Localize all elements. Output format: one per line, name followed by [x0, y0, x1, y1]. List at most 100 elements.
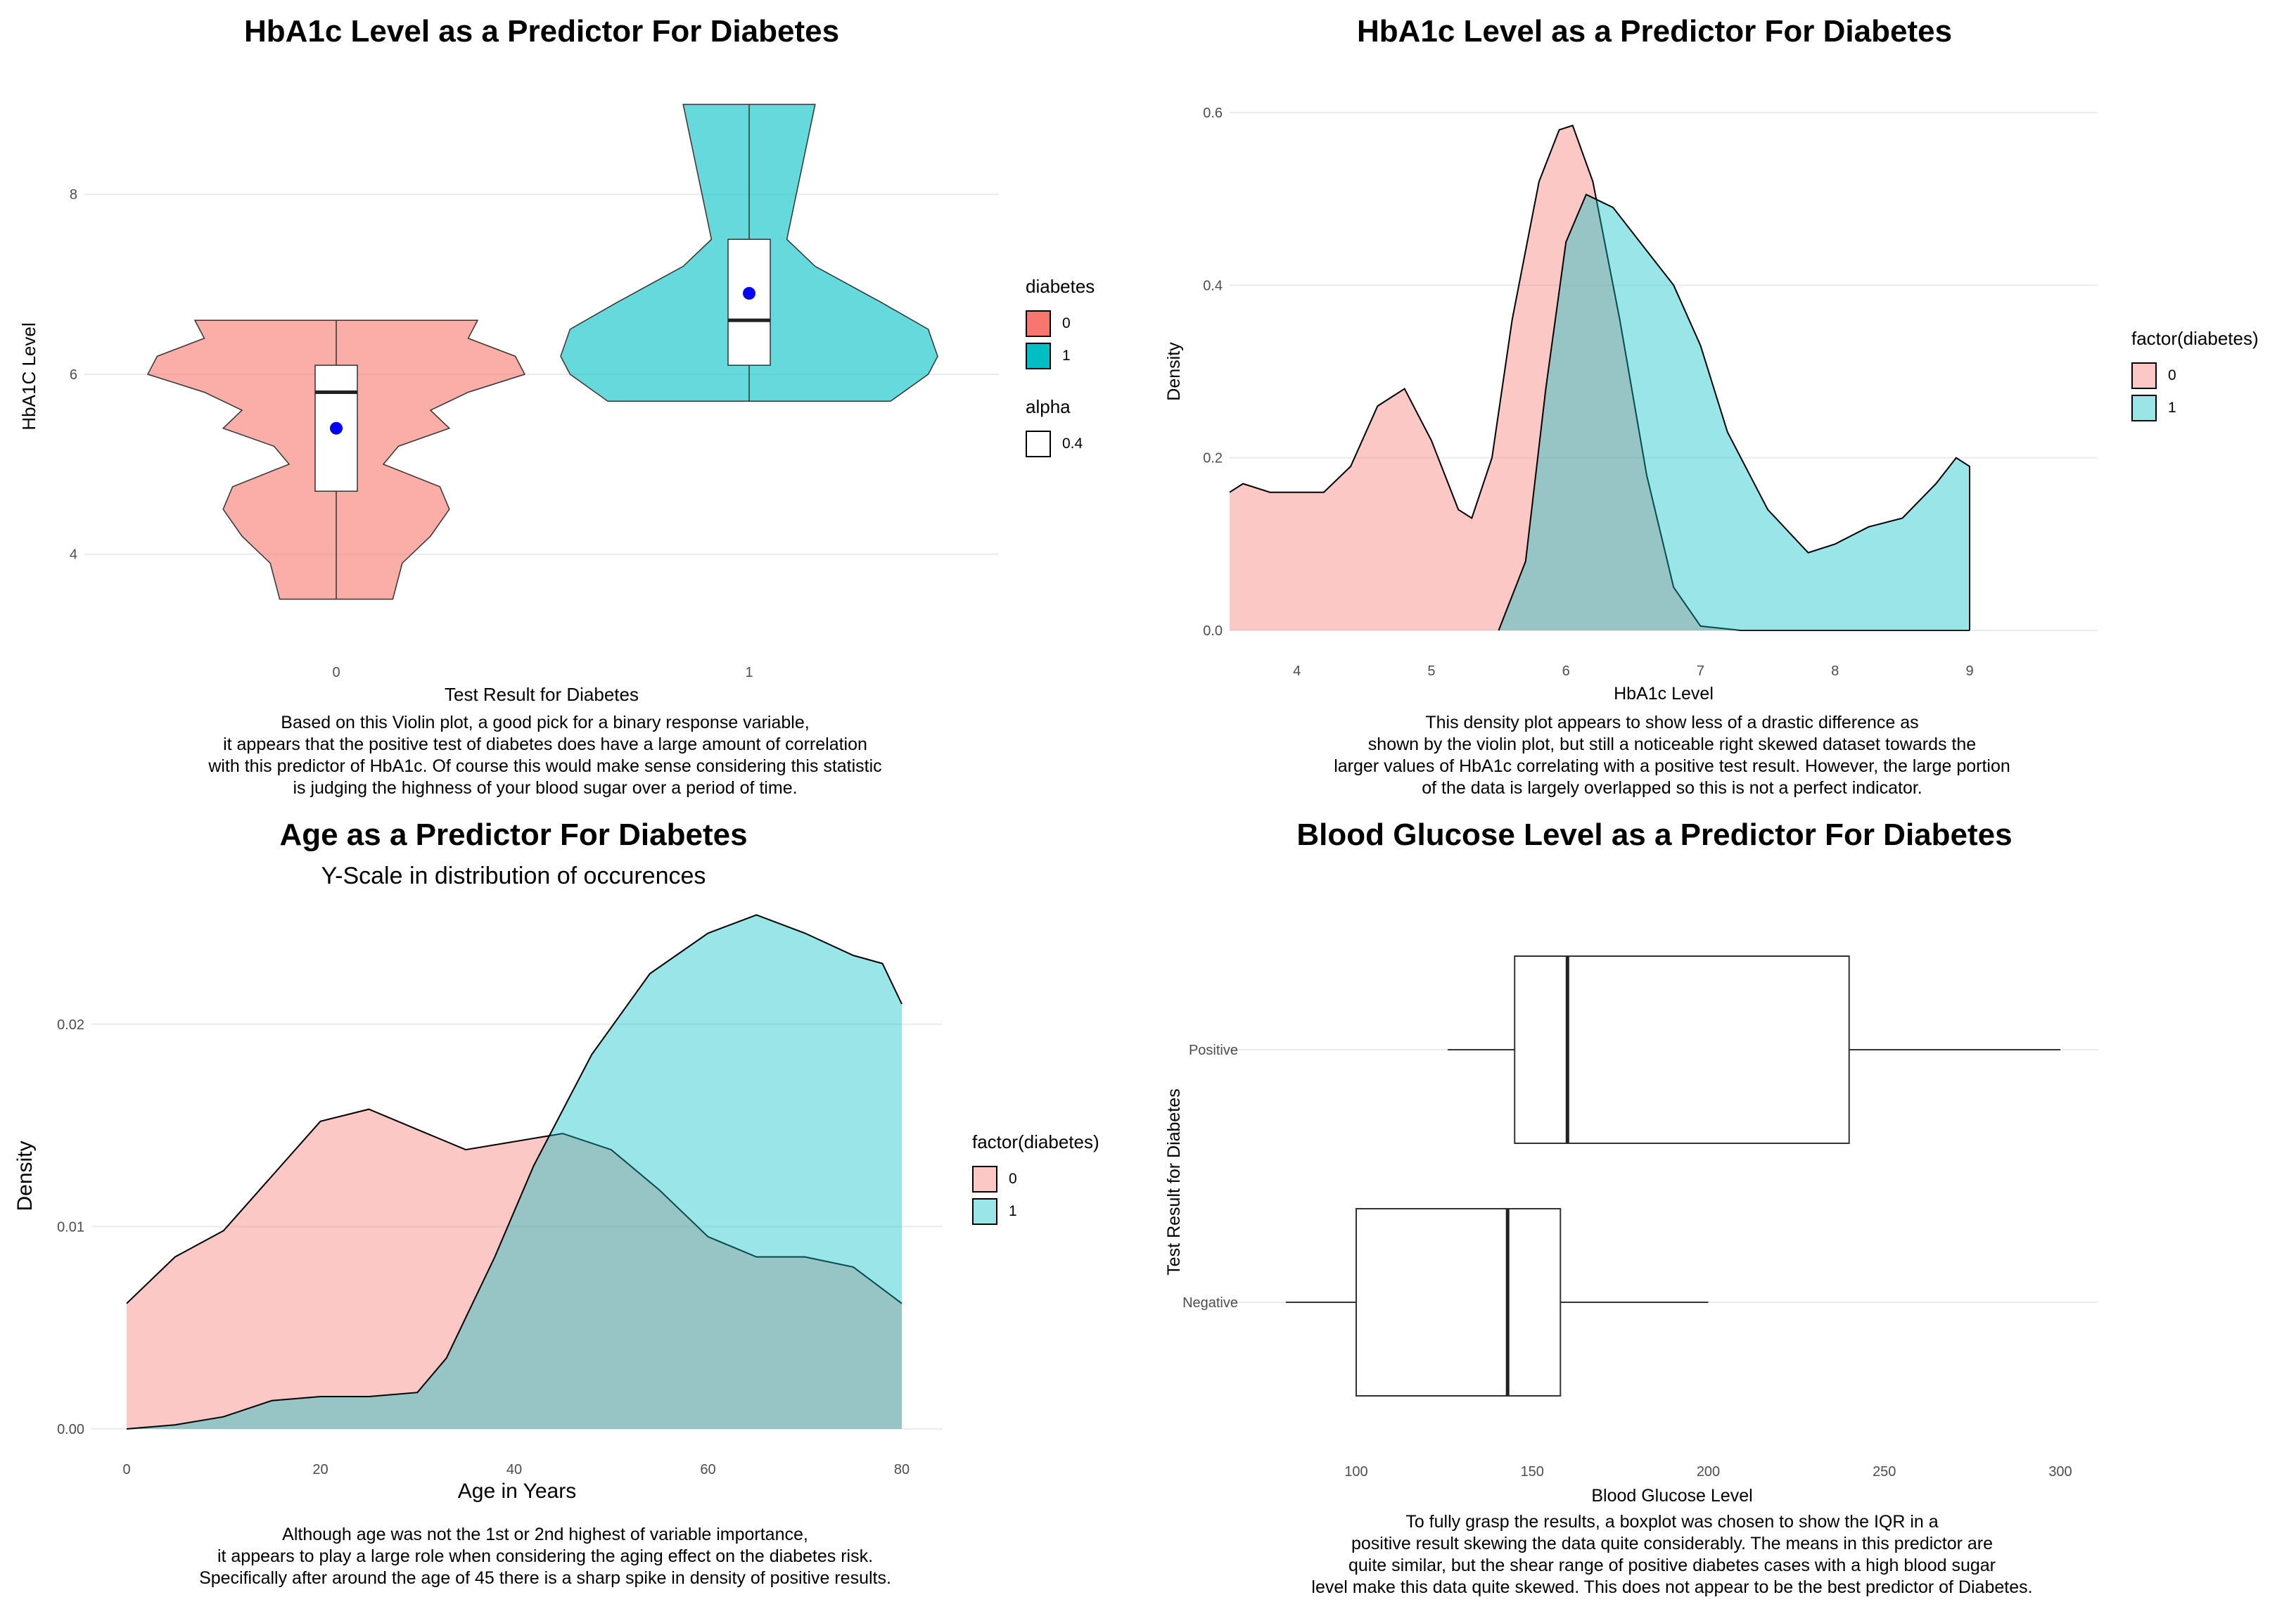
- caption-line: is judging the highness of your blood su…: [293, 778, 798, 798]
- y-tick-label: 0.4: [1203, 278, 1223, 293]
- y-tick-label: 0.00: [57, 1422, 84, 1437]
- legend-swatch: [1026, 343, 1051, 369]
- legend: factor(diabetes) 0 1: [2131, 328, 2259, 424]
- caption-line: Specifically after around the age of 45 …: [199, 1568, 891, 1588]
- y-tick-label: 0.01: [57, 1219, 84, 1235]
- caption-line: This density plot appears to show less o…: [1425, 713, 1919, 732]
- age-density-panel: Age as a Predictor For Diabetes Y-Scale …: [0, 810, 1148, 1621]
- iqr-box: [1356, 1208, 1562, 1397]
- x-tick-label: 80: [894, 1462, 910, 1477]
- legend-item: 1: [2131, 392, 2259, 424]
- mean-point: [743, 286, 755, 300]
- caption-line: larger values of HbA1c correlating with …: [1334, 756, 2010, 776]
- x-axis-label: Age in Years: [458, 1480, 576, 1503]
- x-tick-label: 300: [2048, 1464, 2072, 1480]
- y-tick-label: 0.2: [1203, 451, 1223, 466]
- caption-line: To fully grasp the results, a boxplot wa…: [1405, 1512, 1939, 1532]
- chart-caption: This density plot appears to show less o…: [1218, 712, 2126, 799]
- density-area-1: [127, 915, 902, 1429]
- x-tick-label: 200: [1697, 1464, 1720, 1480]
- x-tick-label: 60: [700, 1462, 715, 1477]
- legend-swatch: [972, 1166, 997, 1193]
- density-line-1: [1498, 193, 1970, 631]
- y-axis-label: Density: [1164, 342, 1184, 401]
- y-tick-label: Positive: [1189, 1043, 1238, 1058]
- legend-swatch: [1026, 310, 1051, 337]
- density-area-0: [1230, 125, 1970, 630]
- legend-label: 1: [1009, 1203, 1017, 1219]
- caption-line: with this predictor of HbA1c. Of course …: [208, 756, 882, 776]
- y-tick-label: 0.6: [1203, 106, 1223, 121]
- caption-line: quite similar, but the shear range of po…: [1348, 1556, 1996, 1575]
- iqr-box: [727, 239, 771, 366]
- density-line-1: [126, 914, 903, 1430]
- legend-item: 0: [1026, 307, 1095, 340]
- legend-item: 1: [1026, 340, 1095, 372]
- legend-title: factor(diabetes): [2131, 328, 2259, 349]
- chart-title: Blood Glucose Level as a Predictor For D…: [1296, 818, 2013, 852]
- density-area-1: [1498, 194, 1970, 630]
- x-tick-label: 250: [1873, 1464, 1896, 1480]
- density-area-0: [127, 1109, 902, 1429]
- legend-item: 0.4: [1026, 428, 1095, 460]
- caption-line: level make this data quite skewed. This …: [1311, 1577, 2033, 1597]
- legend-swatch: [2131, 362, 2157, 389]
- chart-title: HbA1c Level as a Predictor For Diabetes: [1356, 14, 1953, 49]
- x-tick-label: 7: [1697, 663, 1704, 679]
- caption-line: it appears that the positive test of dia…: [223, 735, 867, 754]
- y-tick-label: Negative: [1182, 1295, 1238, 1311]
- iqr-box: [1514, 955, 1850, 1144]
- chart-caption: Based on this Violin plot, a good pick f…: [91, 712, 999, 799]
- caption-line: shown by the violin plot, but still a no…: [1367, 735, 1977, 754]
- violin-plot: 4 6 8 0 1 Test Result for Diabetes HbA1C Level: [18, 103, 999, 705]
- violin-panel: HbA1c Level as a Predictor For Diabetes …: [0, 0, 1148, 810]
- legend-title: diabetes: [1026, 276, 1095, 297]
- legend-label: 0.4: [1062, 436, 1083, 452]
- x-axis-label: HbA1c Level: [1614, 684, 1714, 704]
- legend: diabetes 0 1 alpha 0.4: [1026, 276, 1095, 460]
- x-tick-label: 4: [1293, 663, 1301, 679]
- density-line-0: [126, 1108, 903, 1304]
- x-tick-label: 0: [122, 1462, 130, 1477]
- caption-line: Based on this Violin plot, a good pick f…: [281, 713, 810, 732]
- legend-swatch: [2131, 395, 2157, 421]
- legend-swatch: [1026, 431, 1051, 457]
- x-tick-label: 5: [1427, 663, 1435, 679]
- glucose-box-plot: Negative Positive 100 150 200 250 300 Blood Glu…: [1164, 955, 2098, 1506]
- x-tick-label: 100: [1344, 1464, 1367, 1480]
- caption-line: positive result skewing the data quite c…: [1351, 1534, 1994, 1553]
- legend-label: 1: [2168, 400, 2176, 416]
- chart-title: HbA1c Level as a Predictor For Diabetes: [243, 14, 840, 49]
- y-tick-label: 4: [70, 547, 77, 563]
- y-tick-label: 6: [70, 367, 77, 383]
- x-tick-label: 1: [745, 665, 753, 680]
- legend-label: 0: [1062, 315, 1071, 331]
- x-tick-label: 8: [1831, 663, 1839, 679]
- x-tick-label: 150: [1521, 1464, 1544, 1480]
- chart-caption: Although age was not the 1st or 2nd high…: [91, 1524, 999, 1589]
- legend-item: 0: [2131, 360, 2259, 392]
- y-axis-label: Density: [13, 1140, 37, 1211]
- chart-caption: To fully grasp the results, a boxplot wa…: [1218, 1511, 2126, 1598]
- y-tick-label: 0.0: [1203, 623, 1223, 639]
- chart-title: Age as a Predictor For Diabetes: [279, 818, 748, 852]
- legend-swatch: [972, 1198, 997, 1225]
- legend: factor(diabetes) 0 1: [972, 1131, 1099, 1228]
- caption-line: it appears to play a large role when con…: [217, 1546, 874, 1566]
- legend-label: 0: [1009, 1171, 1017, 1187]
- caption-line: Although age was not the 1st or 2nd high…: [282, 1525, 808, 1544]
- x-tick-label: 0: [332, 665, 340, 680]
- mean-point: [330, 421, 343, 435]
- density-line-0: [1229, 125, 1970, 631]
- caption-line: of the data is largely overlapped so thi…: [1422, 778, 1922, 798]
- y-axis-label: HbA1C Level: [18, 322, 39, 430]
- legend-item: 1: [972, 1195, 1099, 1228]
- x-tick-label: 20: [312, 1462, 328, 1477]
- legend-item: 0: [972, 1163, 1099, 1195]
- glucose-box-panel: Blood Glucose Level as a Predictor For D…: [1148, 810, 2296, 1621]
- x-axis-label: Test Result for Diabetes: [445, 684, 639, 705]
- legend-label: 1: [1062, 348, 1071, 364]
- hba1c-density-plot: 0.0 0.2 0.4 0.6 4 5 6 7 8 9 HbA1c Level Density: [1164, 106, 2098, 704]
- age-density-plot: 0.00 0.01 0.02 0 20 40 60 80 Age in Years Density: [13, 914, 943, 1503]
- x-axis-label: Blood Glucose Level: [1591, 1486, 1752, 1506]
